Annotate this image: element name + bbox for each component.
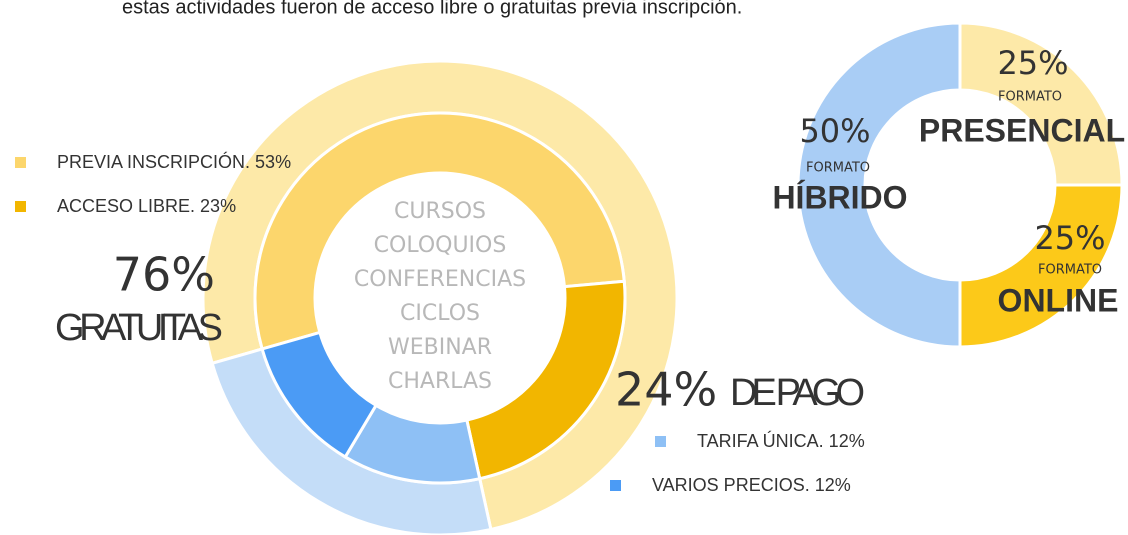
value-label: 50% xyxy=(799,112,870,150)
inner-segment xyxy=(260,330,379,459)
value-label: 76% xyxy=(113,248,215,302)
sublabel: FORMATO xyxy=(1038,263,1102,278)
caption: estas actividades fueron de acceso libre… xyxy=(122,0,742,18)
center-label: CHARLAS xyxy=(388,369,492,394)
legend-label: PREVIA INSCRIPCIÓN. 53% xyxy=(57,151,291,172)
legend-swatch xyxy=(15,157,26,168)
legend-swatch xyxy=(15,201,26,212)
sublabel: FORMATO xyxy=(806,161,870,176)
donut-segment xyxy=(958,183,1124,349)
center-label: COLOQUIOS xyxy=(374,233,507,258)
center-label: WEBINAR xyxy=(388,335,492,360)
category-label: ONLINE xyxy=(998,282,1119,318)
center-label: CICLOS xyxy=(400,301,480,326)
value-label: 25% xyxy=(997,44,1068,82)
donut-segment xyxy=(958,21,1124,187)
legend-label: VARIOS PRECIOS. 12% xyxy=(652,475,851,495)
value-label: 24% xyxy=(615,363,717,417)
donut-segment xyxy=(796,21,962,349)
category-label: HÍBRIDO xyxy=(772,179,907,215)
legend-swatch xyxy=(610,480,621,491)
inner-segment xyxy=(253,111,626,351)
legend-label: ACCESO LIBRE. 23% xyxy=(57,196,236,216)
category-label: GRATUITAS xyxy=(55,307,223,349)
category-label: DE PAGO xyxy=(730,372,865,414)
center-label: CURSOS xyxy=(394,199,486,224)
legend-label: TARIFA ÚNICA. 12% xyxy=(697,430,865,451)
value-label: 25% xyxy=(1034,219,1105,257)
legend-swatch xyxy=(655,436,666,447)
sublabel: FORMATO xyxy=(998,90,1062,105)
category-label: PRESENCIAL xyxy=(919,112,1125,148)
center-label: CONFERENCIAS xyxy=(354,267,526,292)
